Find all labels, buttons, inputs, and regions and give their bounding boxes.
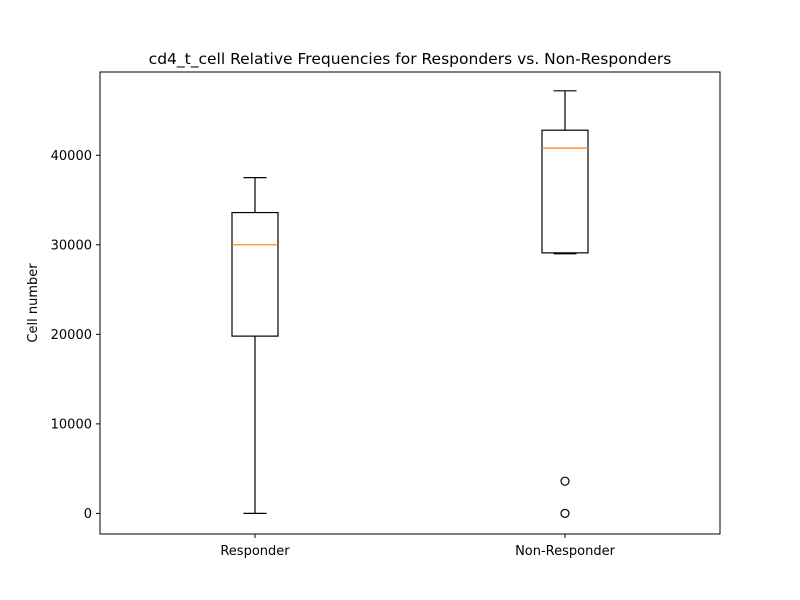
outlier-point <box>560 476 570 486</box>
outlier-point <box>560 508 570 519</box>
x-tick-label: Non-Responder <box>515 544 616 559</box>
plot-area <box>231 90 589 519</box>
iqr-box <box>541 129 589 254</box>
y-tick-label: 30000 <box>51 238 92 253</box>
y-tick-label: 0 <box>84 507 92 522</box>
y-tick-label: 20000 <box>51 328 92 343</box>
chart-title: cd4_t_cell Relative Frequencies for Resp… <box>149 50 672 69</box>
iqr-box <box>231 211 279 337</box>
x-tick-label: Responder <box>220 544 290 559</box>
y-axis-label: Cell number <box>26 263 41 343</box>
axes-frame <box>99 71 721 535</box>
y-tick-label: 10000 <box>51 417 92 432</box>
y-tick-label: 40000 <box>51 149 92 164</box>
